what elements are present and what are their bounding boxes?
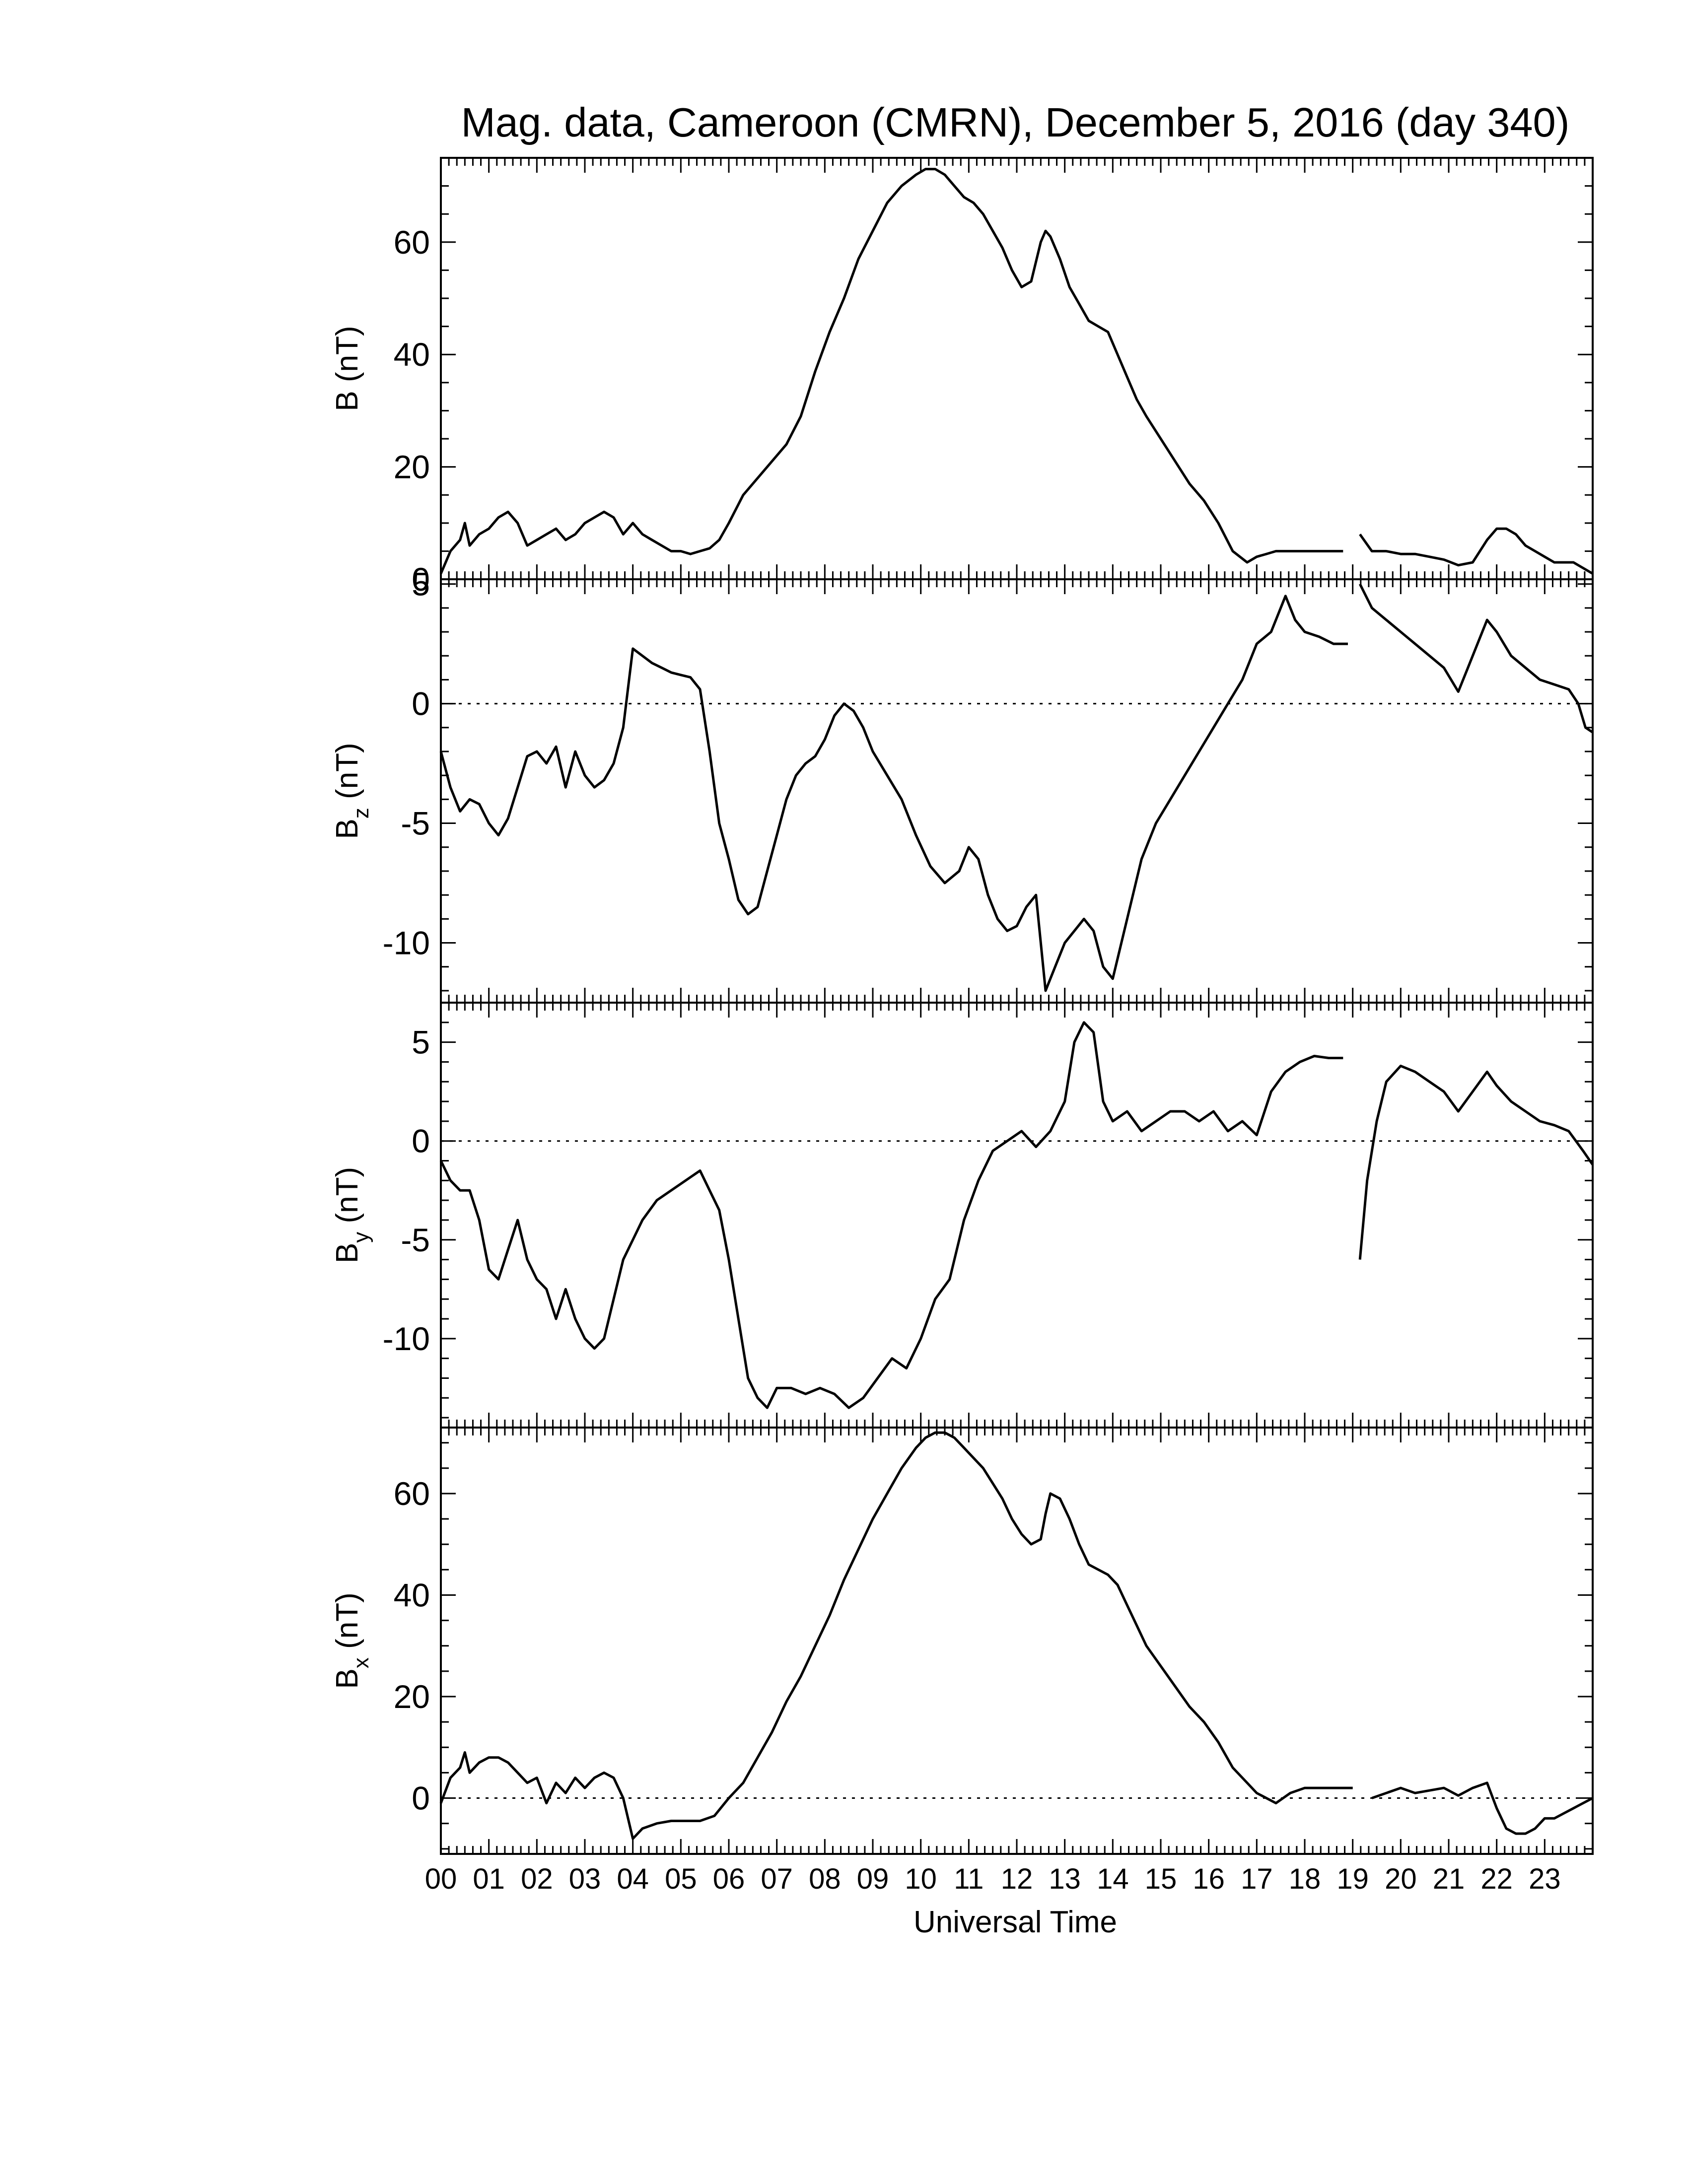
y-tick-label: -10 (383, 925, 430, 961)
x-tick-label: 16 (1193, 1863, 1225, 1895)
y-axis-label-sub: z (349, 808, 373, 819)
panel-bz: -10 -5 0 5 Bz (nT) (330, 566, 1594, 1004)
x-tick-label: 21 (1433, 1863, 1465, 1895)
x-tick-label: 10 (905, 1863, 937, 1895)
x-tick-label: 00 (425, 1863, 457, 1895)
y-tick-label: 40 (394, 1576, 430, 1613)
x-tick-label: 02 (521, 1863, 553, 1895)
y-tick-label: 0 (412, 685, 430, 722)
x-tick-label: 14 (1097, 1863, 1129, 1895)
y-tick-label: 40 (394, 336, 430, 373)
chart-title: Mag. data, Cameroon (CMRN), December 5, … (461, 99, 1570, 145)
series-line-by (439, 1021, 1594, 1409)
y-axis-label-unit: (nT) (330, 1167, 364, 1232)
y-axis-label-main: B (330, 391, 364, 411)
y-tick-label: -5 (401, 1222, 430, 1258)
x-tick-label: 15 (1145, 1863, 1177, 1895)
x-tick-label: 12 (1001, 1863, 1033, 1895)
y-tick-label: 0 (412, 1780, 430, 1817)
x-tick-label: 13 (1049, 1863, 1081, 1895)
y-axis-label-bz: Bz (nT) (330, 743, 373, 839)
y-axis-label-bx: Bx (nT) (330, 1592, 373, 1689)
y-tick-label: 60 (394, 1475, 430, 1512)
x-tick-label: 11 (954, 1863, 984, 1895)
panel-by: -10 -5 0 5 By (nT) (330, 1002, 1594, 1429)
y-tick-label: 60 (394, 224, 430, 261)
y-tick-label: 0 (412, 1123, 430, 1160)
series-line-bz (439, 583, 1594, 992)
y-tick-label: 20 (394, 1678, 430, 1715)
y-axis-label-sub: x (349, 1657, 373, 1668)
x-tick-label: 08 (809, 1863, 841, 1895)
x-tick-label: 04 (617, 1863, 649, 1895)
x-tick-label: 07 (761, 1863, 793, 1895)
y-tick-label: -10 (383, 1320, 430, 1357)
x-tick-label: 06 (713, 1863, 745, 1895)
panel-bx: 0 20 40 60 Bx (nT) (330, 1427, 1594, 1855)
x-tick-label: 20 (1385, 1863, 1417, 1895)
x-tick-label: 09 (857, 1863, 889, 1895)
y-tick-label: -5 (401, 805, 430, 842)
panel-frame-bx (440, 1427, 1594, 1855)
y-axis-label-unit: (nT) (330, 743, 364, 808)
y-axis-label-main: B (330, 1243, 364, 1263)
x-tick-label: 05 (665, 1863, 697, 1895)
y-axis-label-unit: (nT) (330, 1592, 364, 1657)
x-tick-label: 01 (473, 1863, 505, 1895)
y-axis-label-main: B (330, 819, 364, 839)
x-tick-labels: 00 01 02 03 04 05 06 07 08 09 10 11 12 13 14 15 16 17 18 19… (425, 1863, 1561, 1895)
x-tick-label: 19 (1336, 1863, 1369, 1895)
series-line-bx (439, 1431, 1594, 1840)
series-line-b (439, 168, 1594, 575)
x-tick-label: 22 (1480, 1863, 1513, 1895)
panel-frame-by (440, 1002, 1594, 1429)
x-axis-label: Universal Time (914, 1905, 1117, 1939)
x-tick-label: 18 (1289, 1863, 1321, 1895)
y-axis-label-sub: y (349, 1232, 373, 1243)
y-tick-label: 5 (412, 1024, 430, 1061)
y-tick-label: 0 (412, 561, 430, 598)
x-tick-label: 17 (1241, 1863, 1273, 1895)
panel-b: 0 20 40 60 B (nT) (330, 157, 1594, 598)
y-axis-label-by: By (nT) (330, 1167, 373, 1263)
panel-frame-bz (440, 578, 1594, 1004)
y-tick-label: 20 (394, 449, 430, 485)
y-axis-label-main: B (330, 1668, 364, 1689)
y-tick-label: 5 (412, 566, 430, 603)
y-axis-label-unit: (nT) (330, 326, 364, 391)
x-tick-label: 23 (1529, 1863, 1561, 1895)
y-axis-label-b: B (nT) (330, 326, 364, 411)
x-tick-label: 03 (569, 1863, 601, 1895)
